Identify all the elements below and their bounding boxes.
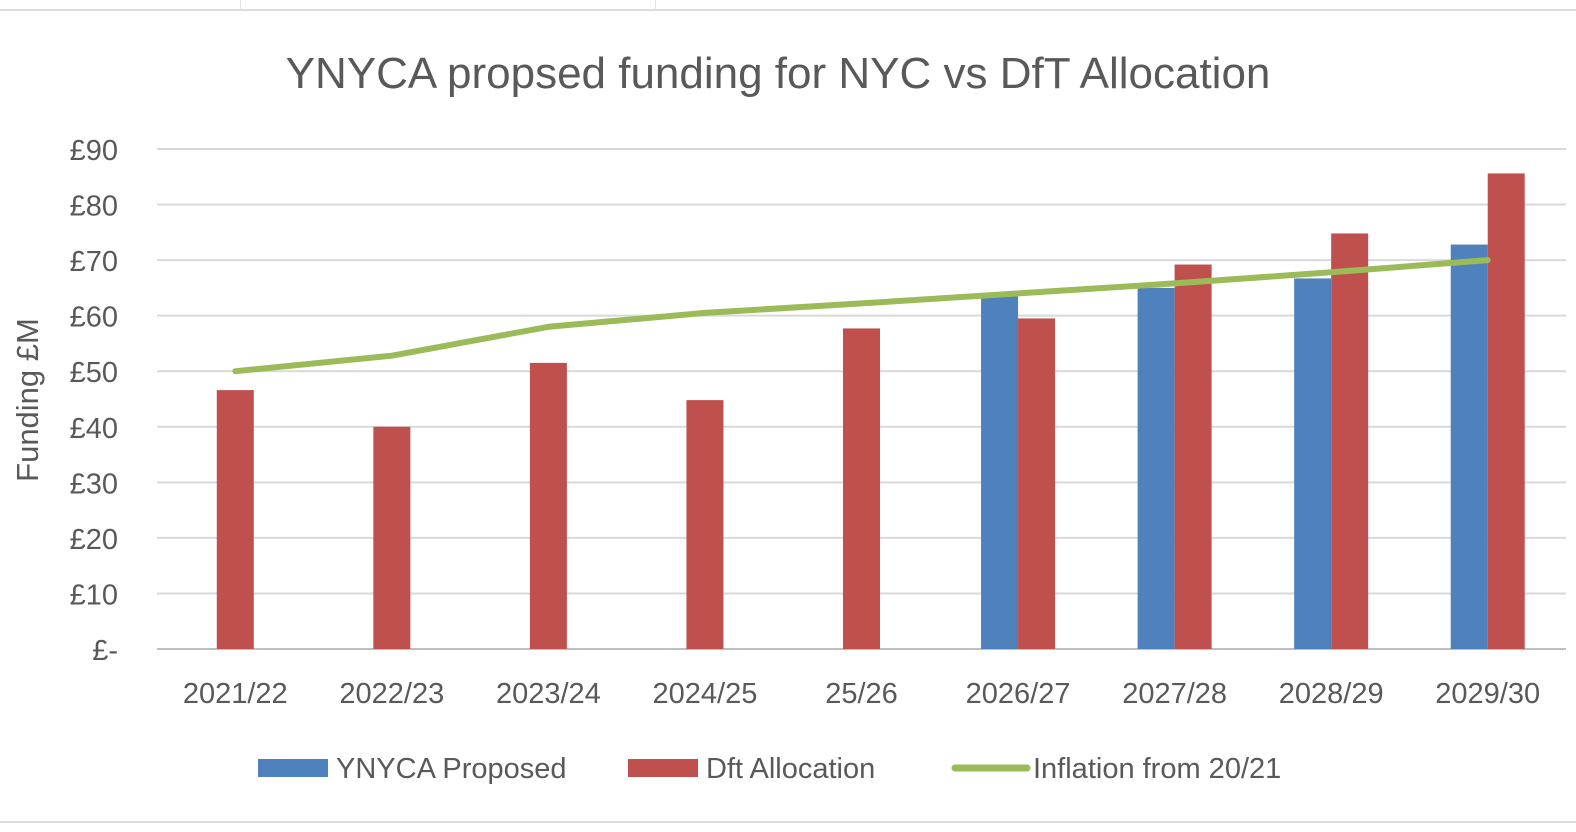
bar-dft-allocation	[373, 426, 411, 649]
y-tick-label: £30	[70, 468, 118, 500]
x-tick-label: 2022/23	[339, 678, 444, 710]
bar-dft-allocation	[686, 400, 724, 649]
x-tick-label: 2023/24	[496, 678, 601, 710]
x-tick-label: 2027/28	[1122, 678, 1227, 710]
bottom-border	[0, 821, 1576, 823]
x-tick-label: 25/26	[825, 678, 898, 710]
top-border	[0, 9, 1576, 11]
y-tick-label: £90	[70, 135, 118, 167]
chart-title: YNYCA propsed funding for NYC vs DfT All…	[286, 49, 1271, 98]
legend-label: Dft Allocation	[706, 753, 875, 785]
y-tick-label: £-	[92, 635, 118, 667]
bar-ynyca-proposed	[1137, 287, 1175, 649]
x-tick-labels: 2021/22 2022/23 2023/24 2024/25 25/26 2026/27…	[183, 678, 1540, 710]
y-tick-label: £50	[70, 357, 118, 389]
x-tick-label: 2024/25	[653, 678, 758, 710]
bar-ynyca-proposed	[981, 293, 1019, 649]
x-tick-label: 2028/29	[1279, 678, 1384, 710]
legend-label: YNYCA Proposed	[336, 753, 567, 785]
bar-dft-allocation	[529, 362, 567, 649]
legend-swatch-ynyca-proposed	[258, 759, 328, 777]
inflation-line	[232, 257, 1491, 375]
x-tick-label: 2026/27	[966, 678, 1071, 710]
y-tick-label: £70	[70, 246, 118, 278]
top-divider	[240, 0, 241, 10]
inflation-line-group	[232, 257, 1491, 375]
bar-dft-allocation	[843, 328, 880, 649]
bars	[216, 173, 1525, 650]
legend-label: Inflation from 20/21	[1033, 753, 1281, 785]
x-tick-label: 2029/30	[1435, 678, 1540, 710]
y-tick-label: £80	[70, 191, 118, 223]
y-tick-labels: £- £10 £20 £30 £40 £50 £60 £70 £80 £90	[70, 135, 118, 667]
bar-dft-allocation	[216, 390, 254, 649]
y-tick-label: £10	[70, 579, 118, 611]
bar-dft-allocation	[1174, 264, 1212, 649]
y-tick-label: £20	[70, 524, 118, 556]
bar-ynyca-proposed	[1450, 244, 1488, 650]
y-axis-label: Funding £M	[10, 318, 45, 482]
y-tick-label: £40	[70, 413, 118, 445]
bar-dft-allocation	[1487, 173, 1525, 649]
bar-dft-allocation	[1018, 318, 1056, 649]
legend-swatch-dft-allocation	[628, 759, 698, 777]
legend: YNYCA Proposed Dft Allocation Inflation fr…	[258, 753, 1281, 785]
x-tick-label: 2021/22	[183, 678, 288, 710]
top-divider	[655, 0, 656, 10]
y-tick-label: £60	[70, 302, 118, 334]
bar-dft-allocation	[1331, 233, 1369, 649]
bar-ynyca-proposed	[1294, 278, 1332, 649]
